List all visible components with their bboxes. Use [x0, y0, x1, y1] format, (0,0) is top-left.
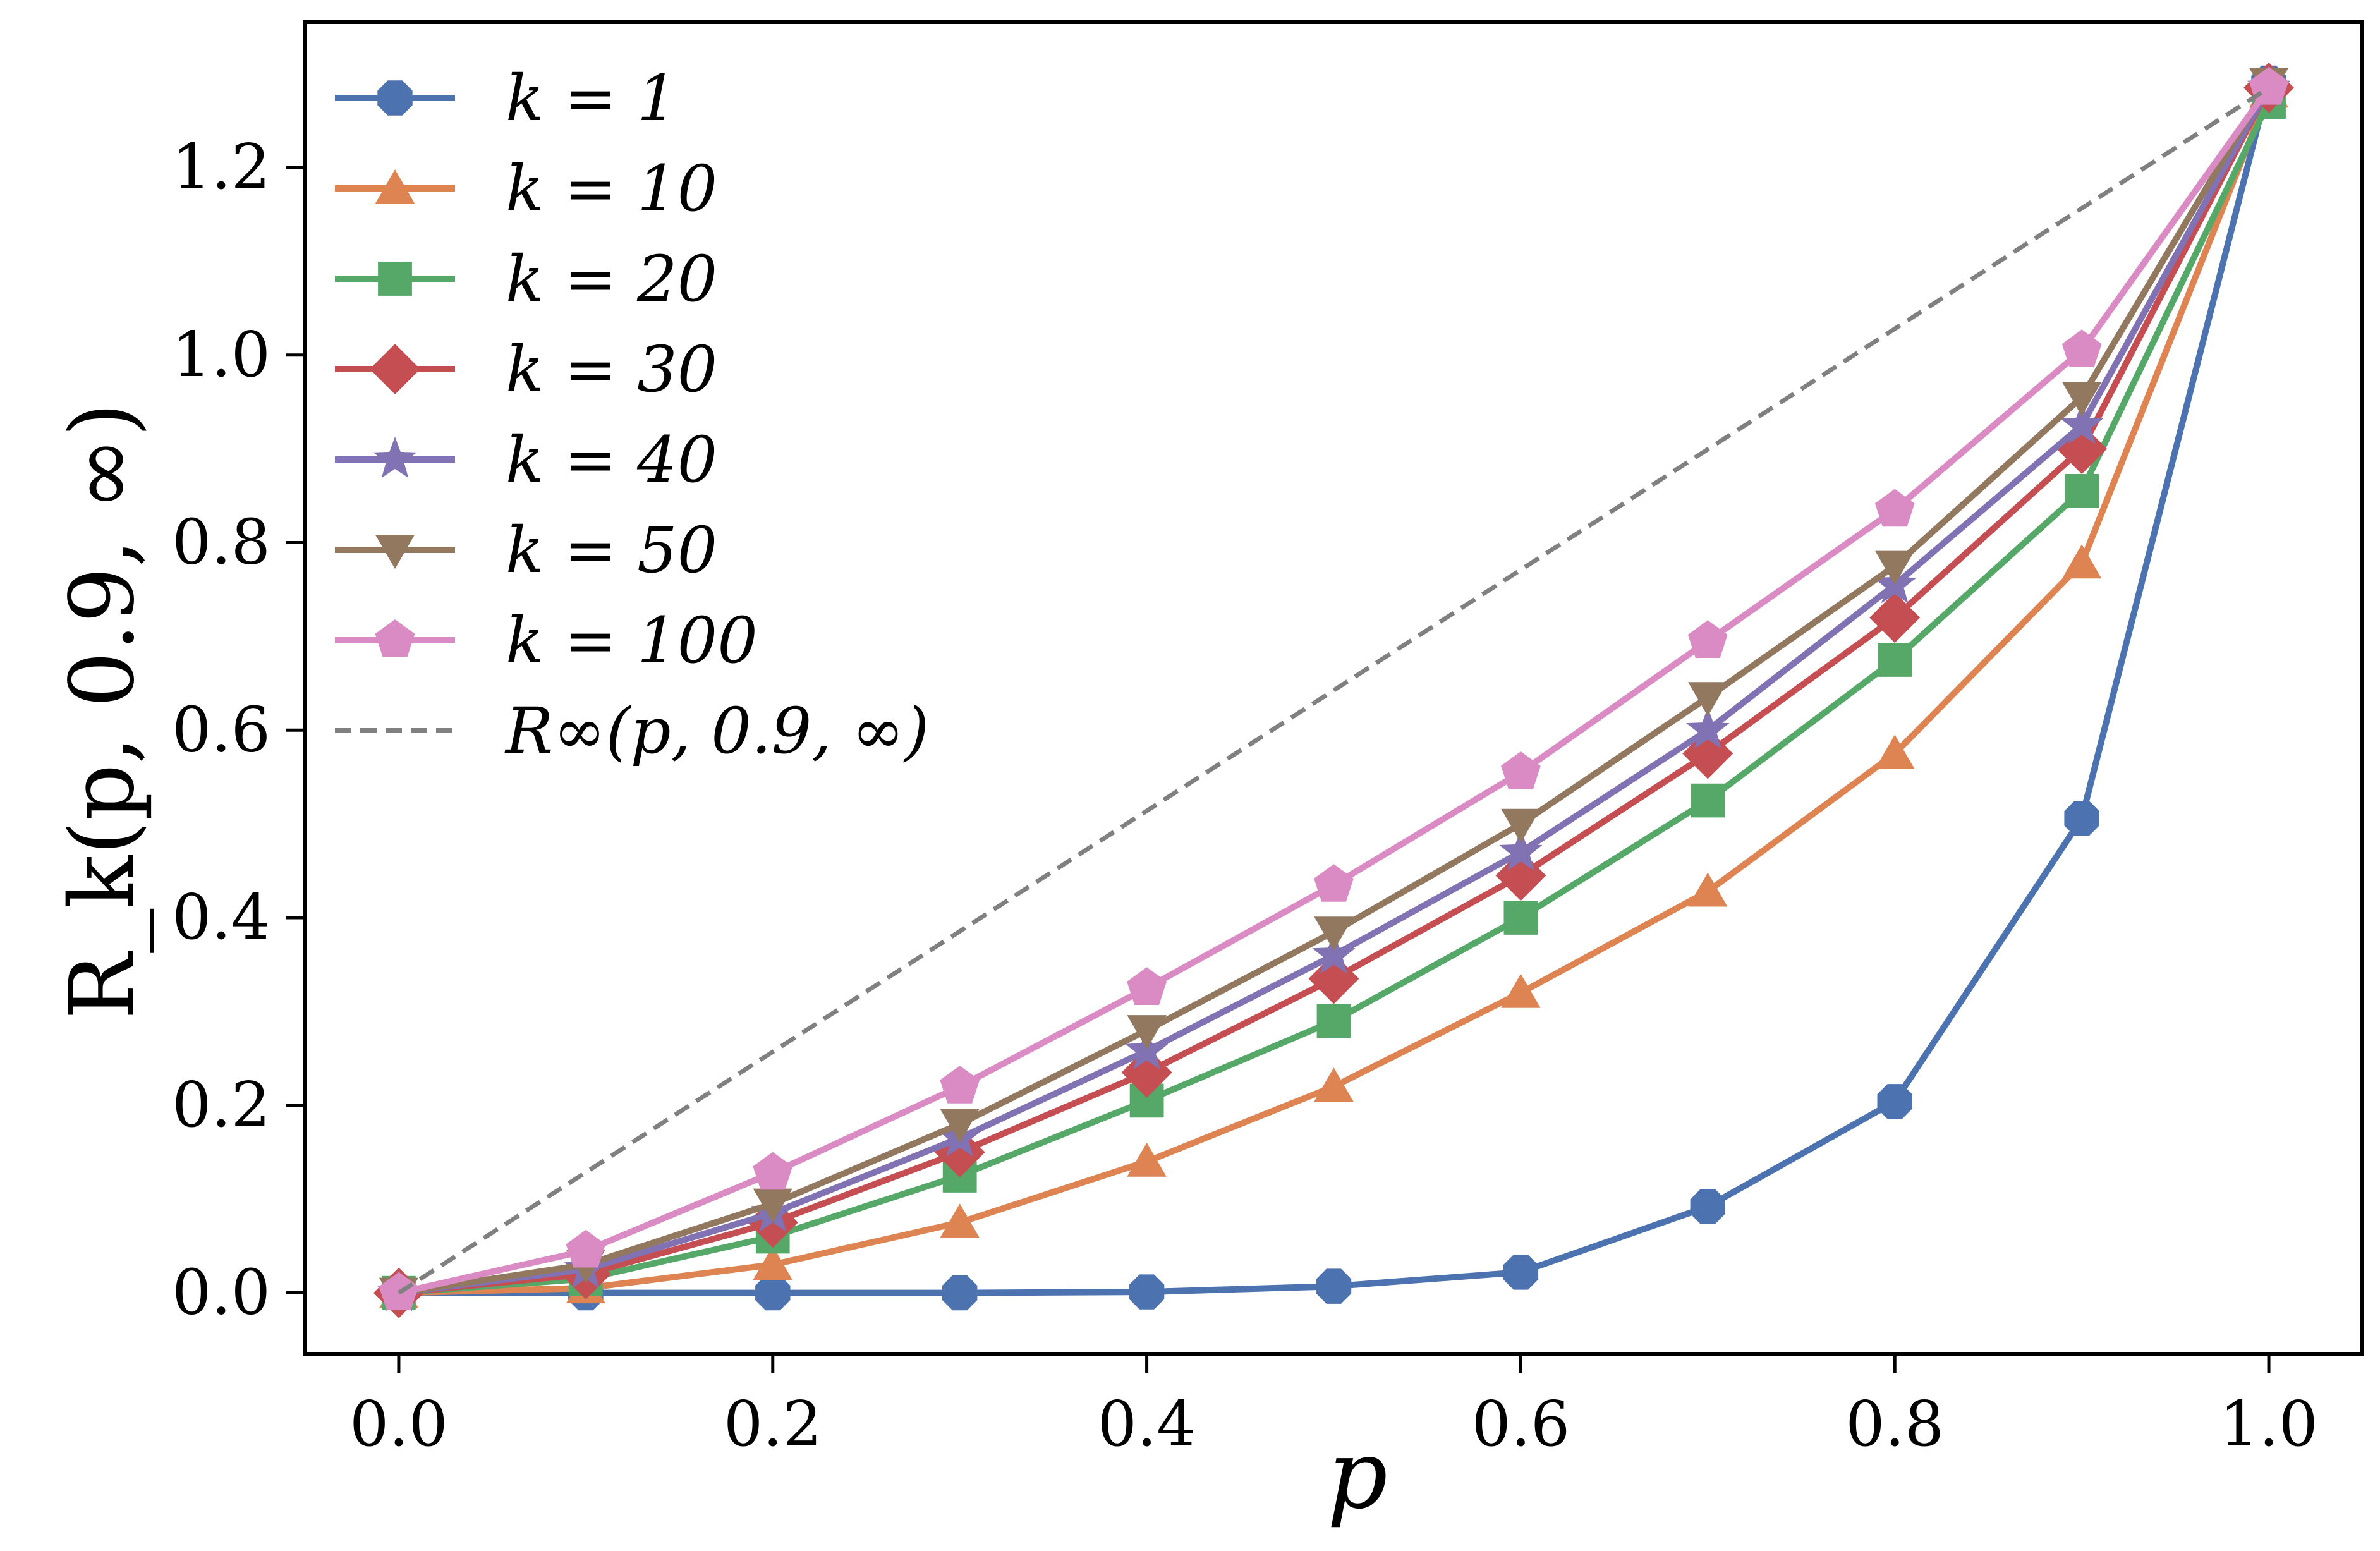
plot-frame [303, 20, 2364, 1356]
data-point [1308, 953, 1359, 1004]
data-point [566, 1229, 606, 1268]
data-point [1127, 1142, 1167, 1177]
y-tick-label: 1.0 [172, 319, 270, 391]
data-point [940, 1066, 980, 1104]
data-point [1874, 489, 1915, 527]
data-point [1503, 1255, 1539, 1290]
data-point [2065, 474, 2099, 508]
legend-label: R∞(p, 0.9, ∞) [504, 694, 929, 768]
data-point [1316, 1004, 1351, 1038]
data-point [1314, 864, 1354, 902]
legend-marker [378, 262, 412, 296]
data-point [1877, 1084, 1912, 1119]
legend-item: k = 100 [335, 604, 758, 678]
data-point [1878, 643, 1912, 677]
legend-label: k = 30 [506, 332, 717, 406]
series-8 [398, 85, 2270, 1295]
data-point [755, 1275, 791, 1311]
y-tick-label: 0.6 [172, 694, 270, 766]
x-tick-label: 0.6 [1471, 1389, 1570, 1461]
legend-item: k = 50 [335, 513, 717, 587]
data-point [2064, 801, 2099, 836]
y-tick-label: 1.2 [172, 131, 270, 204]
data-point [1875, 734, 1915, 769]
legend-marker [377, 80, 413, 116]
legend-marker [375, 619, 415, 657]
legend-item: k = 10 [335, 152, 717, 226]
y-tick-label: 0.0 [172, 1257, 270, 1329]
legend-item: k = 30 [335, 332, 717, 406]
x-tick-label: 0.4 [1098, 1389, 1196, 1461]
data-point [1312, 932, 1356, 974]
legend-item: k = 20 [335, 242, 717, 316]
legend-marker [375, 169, 415, 204]
data-point [1875, 550, 1915, 585]
legend-label: k = 100 [506, 604, 758, 678]
data-point [1503, 901, 1538, 935]
data-point [1691, 783, 1725, 818]
legend-label: k = 10 [506, 152, 717, 226]
data-point [2062, 382, 2102, 417]
x-tick-label: 0.0 [349, 1389, 448, 1461]
y-tick-label: 0.2 [172, 1069, 270, 1141]
y-tick-label: 0.8 [172, 507, 270, 579]
data-point [934, 1127, 985, 1177]
y-tick-label: 0.4 [172, 882, 270, 954]
series-1 [381, 65, 2286, 1311]
data-point [753, 1152, 793, 1190]
data-point [2060, 403, 2104, 444]
data-point [1688, 872, 1728, 907]
x-tick-label: 1.0 [2219, 1389, 2318, 1461]
data-point [1686, 707, 1730, 749]
data-point [1495, 850, 1546, 901]
data-point [2061, 329, 2102, 367]
x-axis-label: p [1327, 1420, 1388, 1530]
y-axis: 0.0 0.2 0.4 0.6 0.8 1.0 1.2 [172, 131, 305, 1329]
data-point [1687, 620, 1728, 658]
data-point [1129, 1083, 1164, 1118]
data-point [753, 1188, 792, 1223]
legend-label: k = 1 [506, 61, 677, 135]
data-point [1316, 1268, 1352, 1304]
x-tick-label: 0.2 [724, 1389, 822, 1461]
legend-label: k = 50 [506, 513, 717, 587]
series-line [398, 85, 2270, 1295]
data-point [1127, 967, 1167, 1005]
data-point [753, 1246, 792, 1280]
legend-item: R∞(p, 0.9, ∞) [335, 694, 929, 768]
series-7 [379, 66, 2289, 1310]
series-layer [373, 62, 2294, 1318]
data-point [2062, 544, 2102, 579]
legend-marker [373, 437, 417, 478]
data-point [1314, 1067, 1354, 1102]
data-point [1688, 682, 1728, 717]
data-point [1314, 916, 1354, 951]
x-tick-label: 0.8 [1845, 1389, 1944, 1461]
legend-marker [375, 535, 415, 569]
legend-label: k = 40 [506, 423, 717, 497]
data-point [1690, 1189, 1725, 1224]
data-point [1127, 1015, 1167, 1050]
data-point [940, 1109, 980, 1143]
data-point [1499, 829, 1543, 871]
y-axis-label: R_k(p, 0.9, ∞) [51, 403, 154, 1019]
data-point [942, 1275, 978, 1311]
x-axis: 0.0 0.2 0.4 0.6 0.8 1.0 [349, 1354, 2318, 1461]
data-point [1129, 1274, 1165, 1310]
legend-marker [370, 344, 420, 394]
legend: k = 1 k = 10 k = 20 k = 30 k = 40 k = 50 k = 1… [335, 61, 929, 768]
data-point [940, 1203, 980, 1238]
data-point [1869, 592, 1921, 643]
data-point [1501, 808, 1541, 843]
data-point [1501, 973, 1541, 1008]
data-point [1501, 751, 1541, 789]
legend-label: k = 20 [506, 242, 717, 316]
legend-item: k = 1 [335, 61, 677, 135]
legend-item: k = 40 [335, 423, 717, 497]
